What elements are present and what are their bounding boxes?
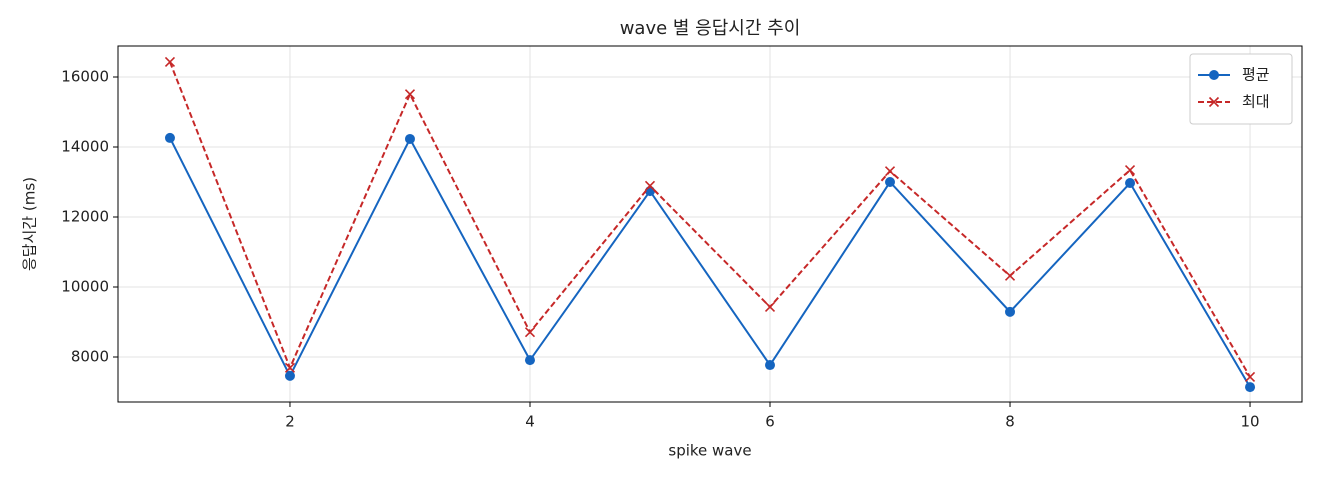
- legend-box: [1189, 53, 1293, 125]
- x-tick-label: 10: [1240, 413, 1259, 431]
- data-point: [1124, 165, 1136, 176]
- y-tick-label: 14000: [61, 138, 109, 156]
- data-point: [404, 133, 415, 144]
- x-axis-label: spike wave: [668, 442, 751, 460]
- legend-label: 최대: [1242, 93, 1270, 111]
- y-tick-label: 10000: [61, 277, 109, 295]
- data-point: [884, 166, 896, 177]
- data-point: [404, 89, 416, 100]
- data-point: [765, 360, 776, 371]
- series-line: [169, 136, 1251, 388]
- x-tick-label: 2: [285, 413, 295, 431]
- x-tick-label: 8: [1005, 413, 1015, 431]
- series-line: [169, 61, 1251, 378]
- data-point: [1245, 382, 1256, 393]
- data-point: [284, 370, 295, 381]
- data-point: [1244, 371, 1256, 383]
- data-point: [1004, 270, 1016, 281]
- legend-marker: [1209, 70, 1219, 80]
- chart-title: wave 별 응답시간 추이: [620, 18, 801, 39]
- y-tick-label: 8000: [71, 347, 109, 365]
- data-point: [764, 301, 776, 313]
- data-point: [524, 355, 535, 366]
- data-point: [885, 177, 896, 188]
- legend-marker: [1208, 96, 1220, 108]
- data-point: [1005, 306, 1016, 317]
- y-axis-label: 응답시간 (ms): [21, 177, 39, 271]
- data-point: [644, 180, 656, 191]
- data-point: [164, 56, 176, 68]
- y-tick-label: 12000: [61, 208, 109, 226]
- x-tick-label: 6: [765, 413, 775, 431]
- data-point: [524, 327, 536, 338]
- data-point: [1125, 178, 1136, 189]
- data-point: [164, 132, 175, 143]
- x-tick-label: 4: [525, 413, 535, 431]
- data-point: [284, 362, 296, 373]
- plot-frame: [117, 45, 1303, 403]
- y-tick-label: 16000: [61, 68, 109, 86]
- legend-label: 평균: [1242, 66, 1270, 84]
